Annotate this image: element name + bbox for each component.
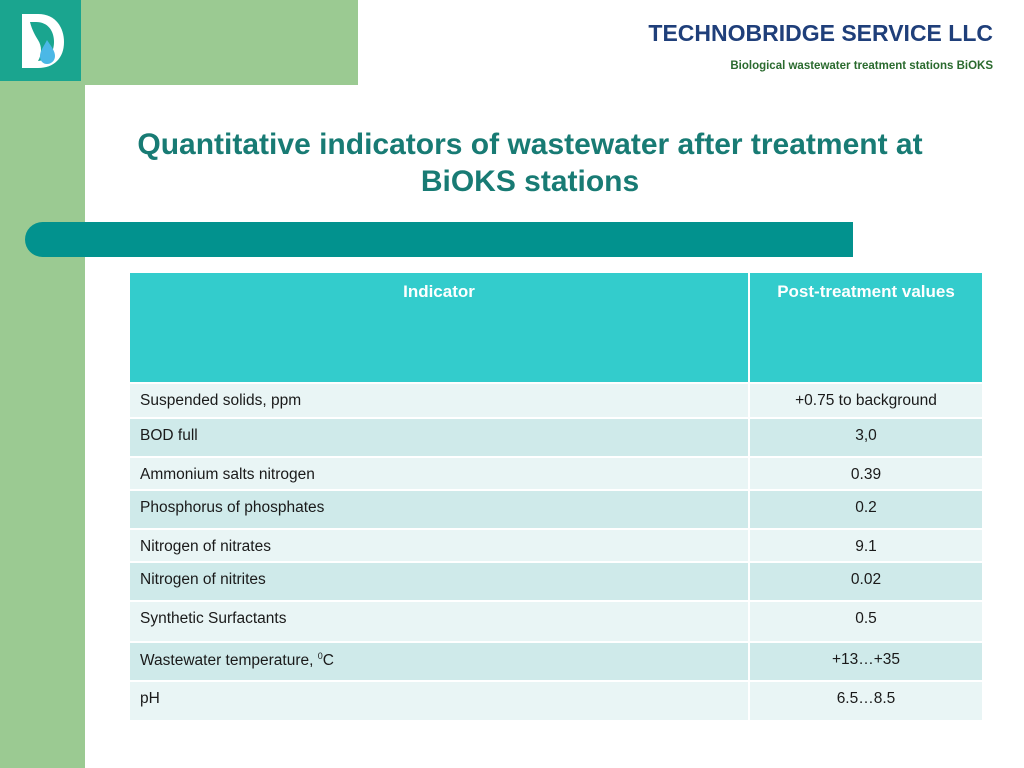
left-green-band [0, 0, 85, 768]
accent-bar [25, 222, 853, 257]
table-row: BOD full 3,0 [128, 417, 984, 458]
company-logo-icon [22, 14, 64, 68]
indicator-cell: Suspended solids, ppm [128, 382, 750, 419]
indicator-cell: Phosphorus of phosphates [128, 489, 750, 530]
value-cell: 0.02 [748, 561, 984, 602]
indicator-cell: pH [128, 680, 750, 722]
degree-superscript: 0 [317, 651, 323, 661]
indicator-cell: Nitrogen of nitrites [128, 561, 750, 602]
value-cell: +0.75 to background [748, 382, 984, 419]
table-row: Nitrogen of nitrites 0.02 [128, 561, 984, 602]
column-header-values: Post-treatment values [748, 271, 984, 384]
slide-title: Quantitative indicators of wastewater af… [137, 128, 923, 198]
value-cell: 6.5…8.5 [748, 680, 984, 722]
value-cell: 0.2 [748, 489, 984, 530]
indicator-cell: Wastewater temperature, 0C [128, 641, 750, 682]
company-logo [0, 0, 81, 81]
value-cell: 0.5 [748, 600, 984, 643]
table-row: Nitrogen of nitrates 9.1 [128, 528, 984, 563]
value-cell: 0.39 [748, 456, 984, 491]
table-row: Wastewater temperature, 0C +13…+35 [128, 641, 984, 682]
indicator-cell: Nitrogen of nitrates [128, 528, 750, 563]
unit-text: C [322, 652, 334, 670]
value-cell: 9.1 [748, 528, 984, 563]
indicators-table: Indicator Post-treatment values Suspende… [128, 271, 984, 722]
indicator-text: Wastewater temperature, [140, 652, 318, 670]
indicator-cell: Ammonium salts nitrogen [128, 456, 750, 491]
table-row: Synthetic Surfactants 0.5 [128, 600, 984, 643]
table-row: pH 6.5…8.5 [128, 680, 984, 722]
company-subtitle: Biological wastewater treatment stations… [730, 60, 993, 72]
value-cell: +13…+35 [748, 641, 984, 682]
table-header-row: Indicator Post-treatment values [128, 271, 984, 384]
table-row: Ammonium salts nitrogen 0.39 [128, 456, 984, 491]
indicator-cell: BOD full [128, 417, 750, 458]
indicator-cell: Synthetic Surfactants [128, 600, 750, 643]
column-header-indicator: Indicator [128, 271, 750, 384]
company-name: TECHNOBRIDGE SERVICE LLC [648, 20, 993, 46]
table-row: Suspended solids, ppm +0.75 to backgroun… [128, 382, 984, 419]
value-cell: 3,0 [748, 417, 984, 458]
table-row: Phosphorus of phosphates 0.2 [128, 489, 984, 530]
